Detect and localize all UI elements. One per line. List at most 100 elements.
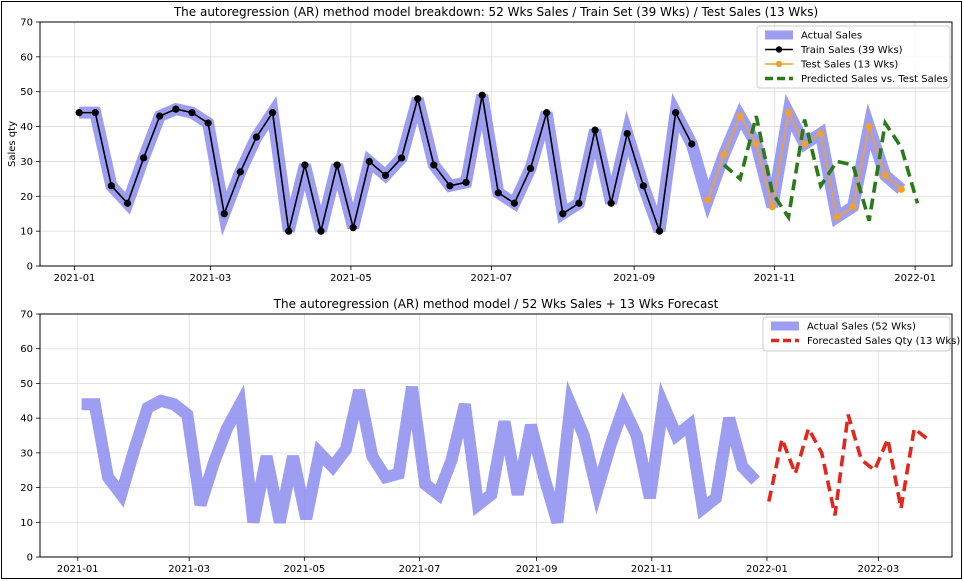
data-point — [140, 154, 148, 162]
data-point — [881, 171, 889, 179]
y-tick-label: 60 — [20, 344, 33, 355]
legend-label: Test Sales (13 Wks) — [800, 60, 898, 71]
data-point — [591, 126, 599, 134]
data-point — [414, 95, 422, 103]
x-tick-label: 2021-09 — [613, 273, 655, 284]
y-axis-label: Sales qty — [7, 121, 18, 167]
y-tick-label: 70 — [20, 18, 33, 29]
data-point — [639, 182, 647, 190]
x-tick-label: 2021-01 — [57, 564, 99, 575]
data-point — [784, 109, 793, 117]
y-tick-label: 70 — [20, 310, 33, 321]
data-point — [575, 199, 583, 207]
x-tick-label: 2021-11 — [631, 564, 673, 575]
data-point — [430, 161, 438, 169]
x-tick-label: 2021-01 — [54, 273, 96, 284]
x-tick-label: 2021-09 — [516, 564, 558, 575]
legend-box — [762, 316, 951, 352]
series-train-sales-39-wks — [75, 91, 696, 235]
data-point — [317, 227, 325, 235]
chart-1: 0 10 20 30 40 50 60 70 2021-01 2021-03 2021-05 2021… — [7, 5, 953, 284]
data-point — [833, 213, 841, 221]
data-point — [188, 109, 196, 117]
data-point — [397, 154, 406, 162]
data-point — [269, 109, 277, 117]
data-point — [462, 178, 470, 186]
series-actual-sales-52-wks — [81, 380, 760, 524]
chart-title: The autoregression (AR) method model / 5… — [273, 297, 719, 311]
y-tick-label: 50 — [20, 87, 33, 98]
data-point — [123, 199, 132, 207]
data-point — [252, 133, 261, 141]
data-point — [494, 189, 502, 197]
data-point — [865, 122, 873, 131]
x-tick-label: 2021-03 — [190, 273, 232, 284]
data-point — [220, 210, 228, 218]
data-point — [75, 109, 83, 117]
data-point — [817, 129, 825, 138]
y-tick-label: 50 — [20, 379, 33, 390]
x-tick-label: 2021-03 — [168, 564, 210, 575]
x-tick-label: 2021-05 — [283, 564, 325, 575]
data-point — [897, 185, 905, 193]
data-point — [688, 140, 696, 148]
data-point — [236, 168, 244, 176]
legend-label: Actual Sales — [801, 31, 862, 42]
data-point — [623, 129, 631, 138]
legend: Actual Sales Train Sales (39 Wks) Test Sal… — [756, 25, 951, 89]
data-point — [655, 227, 664, 235]
legend-label: Train Sales (39 Wks) — [800, 45, 903, 56]
x-tick-label: 2021-05 — [330, 273, 372, 284]
data-point — [107, 182, 115, 190]
data-point — [607, 199, 615, 207]
data-point — [156, 112, 164, 120]
data-point — [752, 140, 760, 148]
data-point — [704, 196, 712, 204]
y-tick-label: 40 — [20, 122, 33, 133]
data-point — [478, 91, 486, 99]
y-tick-label: 0 — [27, 553, 33, 564]
chart-title: The autoregression (AR) method model bre… — [173, 5, 818, 19]
data-point — [301, 161, 309, 169]
data-point — [446, 182, 454, 190]
series-predicted-sales-vs-test-sales — [722, 115, 920, 223]
legend-marker — [775, 46, 783, 53]
data-point — [333, 161, 341, 169]
legend-marker — [775, 60, 783, 68]
data-point — [526, 164, 535, 172]
data-point — [365, 157, 373, 166]
axes-frame — [39, 21, 953, 267]
y-tick-label: 20 — [20, 483, 33, 494]
data-point — [285, 227, 293, 235]
series-line — [79, 92, 906, 236]
data-point — [381, 171, 390, 179]
y-tick-label: 60 — [20, 52, 33, 63]
data-point — [172, 105, 180, 113]
x-tick-label: 2022-01 — [746, 564, 788, 575]
series-forecasted-sales-qty-13-wks — [767, 414, 929, 516]
y-tick-label: 10 — [20, 227, 33, 238]
data-point — [559, 210, 567, 218]
data-point — [768, 203, 776, 211]
data-point — [349, 224, 357, 232]
x-tick-label: 2021-07 — [399, 564, 441, 575]
data-point — [672, 109, 680, 117]
data-point — [91, 109, 99, 117]
y-tick-label: 30 — [20, 157, 33, 168]
x-tick-label: 2021-07 — [470, 273, 512, 284]
legend-label: Actual Sales (52 Wks) — [807, 322, 916, 333]
series-test-sales-13-wks — [704, 109, 905, 221]
legend: Actual Sales (52 Wks) Forecasted Sales Qt… — [762, 316, 960, 352]
data-point — [849, 203, 857, 211]
axes-frame — [39, 313, 953, 558]
data-point — [736, 112, 744, 120]
legend-label: Forecasted Sales Qty (13 Wks) — [807, 336, 960, 347]
series-actual-sales — [79, 92, 906, 236]
data-point — [543, 109, 551, 117]
legend-box — [756, 25, 951, 89]
y-tick-label: 20 — [20, 192, 33, 203]
y-tick-label: 30 — [20, 448, 33, 459]
legend-label: Predicted Sales vs. Test Sales — [801, 74, 948, 85]
